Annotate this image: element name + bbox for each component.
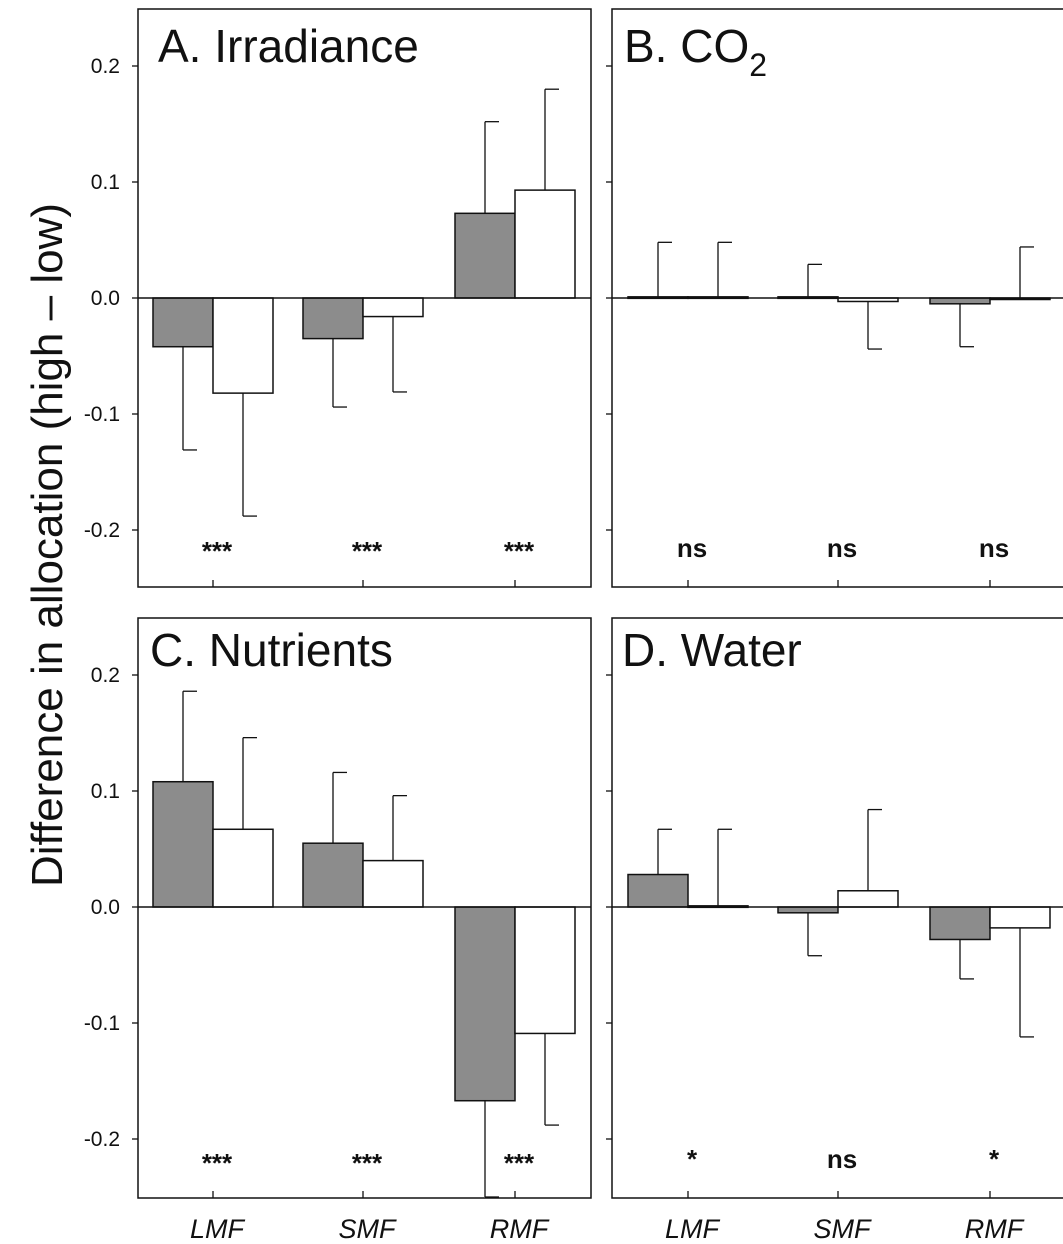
panel-d-bar-open-rmf: [989, 906, 1051, 929]
panel-a-ytick-label-4: -0.2: [84, 519, 120, 542]
panel-d-category-rmf: RMF: [965, 1214, 1025, 1244]
panel-c-ytick-label-0: 0.2: [91, 664, 120, 687]
panel-d-category-smf: SMF: [814, 1214, 873, 1244]
panel-a-significance-smf: ***: [352, 536, 383, 566]
panel-d-significance-lmf: *: [687, 1144, 698, 1174]
panel-c-bar-filled-smf: [302, 842, 364, 908]
panel-c-bar-open-rmf: [514, 906, 576, 1035]
panel-c-bar-filled-lmf: [152, 780, 214, 908]
panel-a-ytick-label-2: 0.0: [91, 287, 120, 310]
panel-c-ytick-label-1: 0.1: [91, 780, 120, 803]
panel-d-bar-open-smf: [837, 890, 899, 908]
panel-a: A. Irradiance 0.2 0.1 0.0 -0.1 -0.2 *** *** ***: [84, 8, 592, 588]
panel-b-significance-smf: ns: [827, 533, 857, 563]
panel-b: B. CO2 ns ns ns: [606, 8, 1063, 588]
panel-c-significance-lmf: ***: [202, 1148, 233, 1178]
panel-c-significance-rmf: ***: [504, 1148, 535, 1178]
panel-d-significance-smf: ns: [827, 1144, 857, 1174]
panel-c-frame: [137, 617, 592, 1199]
panel-c-significance-smf: ***: [352, 1148, 383, 1178]
panel-d-frame: [611, 617, 1063, 1199]
panel-a-significance-lmf: ***: [202, 536, 233, 566]
panel-a-ytick-label-1: 0.1: [91, 171, 120, 194]
panel-a-title: A. Irradiance: [158, 20, 419, 72]
panel-d-bar-filled-rmf: [929, 906, 991, 941]
panel-a-ytick-label-3: -0.1: [84, 403, 120, 426]
panel-b-bar-filled-rmf: [929, 297, 991, 305]
panel-c-bar-open-smf: [362, 859, 424, 908]
panel-c-ytick-label-4: -0.2: [84, 1128, 120, 1151]
panel-b-significance-lmf: ns: [677, 533, 707, 563]
panel-a-significance-rmf: ***: [504, 536, 535, 566]
panel-c-bar-open-lmf: [212, 828, 274, 908]
panel-d: D. Water * LMF ns SMF * RMF: [606, 617, 1063, 1244]
panel-b-significance-rmf: ns: [979, 533, 1009, 563]
panel-d-category-lmf: LMF: [665, 1214, 721, 1244]
panel-a-bar-open-rmf: [514, 189, 576, 299]
panel-c-bar-filled-rmf: [454, 906, 516, 1102]
panel-d-bar-filled-lmf: [627, 873, 689, 908]
panel-d-significance-rmf: *: [989, 1144, 1000, 1174]
y-axis-label: Difference in allocation (high – low): [23, 203, 72, 887]
panel-a-ytick-label-0: 0.2: [91, 55, 120, 78]
panel-c-title: C. Nutrients: [150, 624, 393, 676]
panel-c-category-smf: SMF: [339, 1214, 398, 1244]
panel-d-bar-filled-smf: [777, 906, 839, 914]
panel-d-title: D. Water: [622, 624, 802, 676]
panel-a-bar-open-smf: [362, 297, 424, 318]
panel-c: C. Nutrients 0.2 0.1 0.0 -0.1 -0.2 *** LMF *** S…: [84, 617, 592, 1244]
panel-a-bar-filled-lmf: [152, 297, 214, 348]
panel-b-title: B. CO2: [624, 20, 767, 83]
panel-a-bar-open-lmf: [212, 297, 274, 394]
panel-c-ytick-label-3: -0.1: [84, 1012, 120, 1035]
panel-a-bar-filled-smf: [302, 297, 364, 340]
panel-c-category-lmf: LMF: [190, 1214, 246, 1244]
panel-c-ytick-label-2: 0.0: [91, 896, 120, 919]
panel-c-category-rmf: RMF: [490, 1214, 550, 1244]
panel-a-bar-filled-rmf: [454, 212, 516, 299]
